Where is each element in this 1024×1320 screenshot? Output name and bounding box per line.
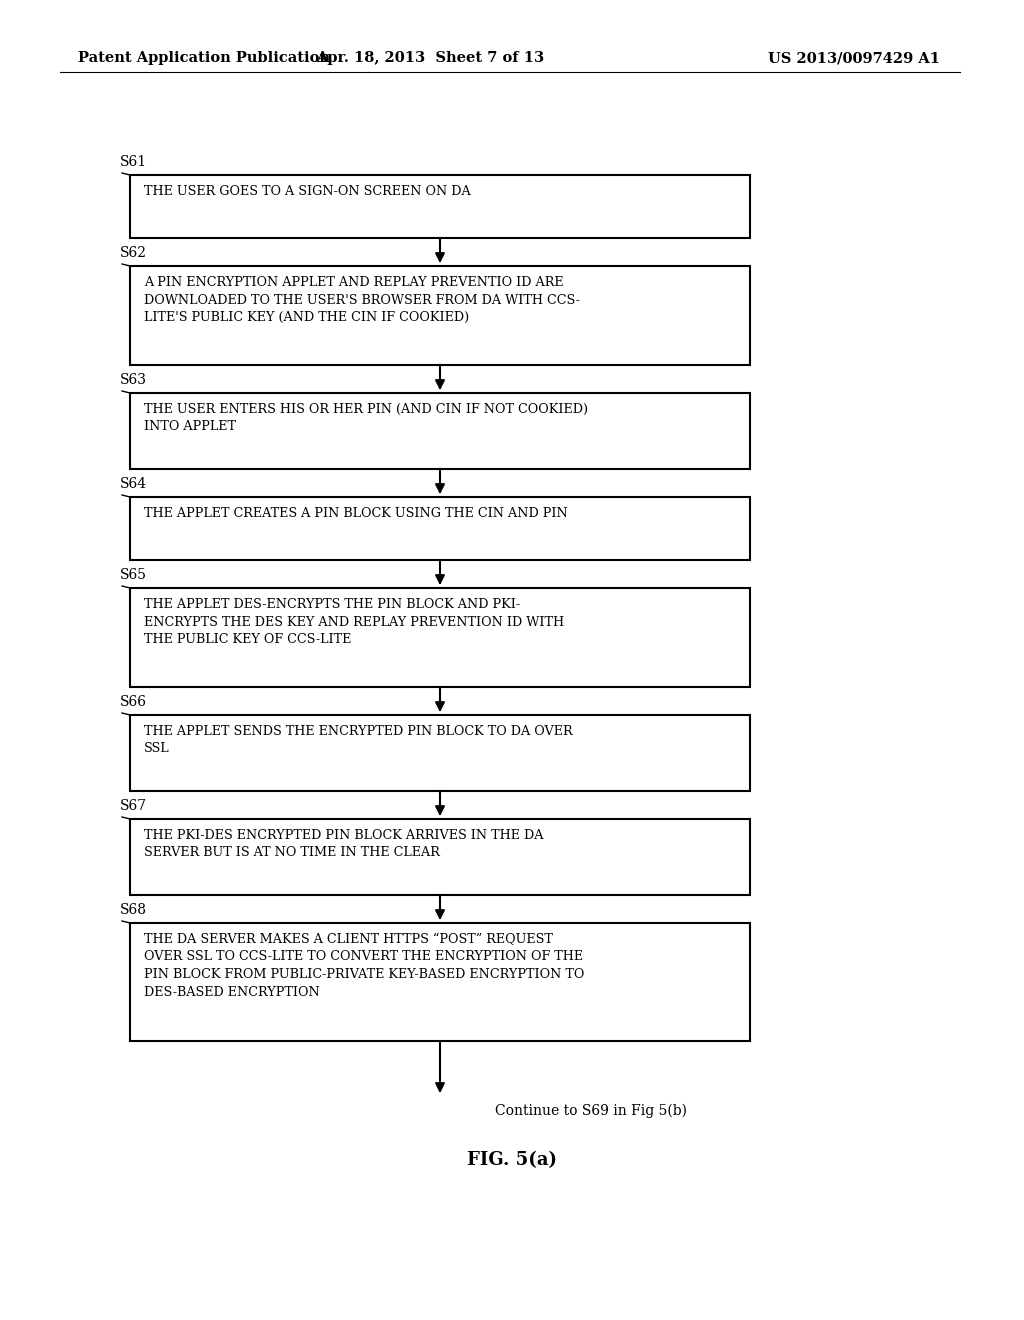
Text: THE PKI-DES ENCRYPTED PIN BLOCK ARRIVES IN THE DA
SERVER BUT IS AT NO TIME IN TH: THE PKI-DES ENCRYPTED PIN BLOCK ARRIVES … — [144, 829, 544, 859]
Text: S65: S65 — [120, 568, 147, 582]
Text: FIG. 5(a): FIG. 5(a) — [467, 1151, 557, 1170]
Bar — [130, 267, 750, 366]
Text: S63: S63 — [120, 374, 147, 387]
Text: A PIN ENCRYPTION APPLET AND REPLAY PREVENTIO ID ARE
DOWNLOADED TO THE USER'S BRO: A PIN ENCRYPTION APPLET AND REPLAY PREVE… — [144, 276, 580, 323]
Text: THE DA SERVER MAKES A CLIENT HTTPS “POST” REQUEST
OVER SSL TO CCS-LITE TO CONVER: THE DA SERVER MAKES A CLIENT HTTPS “POST… — [144, 933, 585, 998]
Bar — [130, 176, 750, 238]
Text: S67: S67 — [120, 799, 147, 813]
Text: THE APPLET DES-ENCRYPTS THE PIN BLOCK AND PKI-
ENCRYPTS THE DES KEY AND REPLAY P: THE APPLET DES-ENCRYPTS THE PIN BLOCK AN… — [144, 598, 564, 645]
Text: S66: S66 — [120, 696, 147, 709]
Text: S68: S68 — [120, 903, 147, 917]
Text: Continue to S69 in Fig 5(b): Continue to S69 in Fig 5(b) — [495, 1104, 687, 1118]
Text: S62: S62 — [120, 246, 147, 260]
Text: THE APPLET CREATES A PIN BLOCK USING THE CIN AND PIN: THE APPLET CREATES A PIN BLOCK USING THE… — [144, 507, 567, 520]
Text: THE APPLET SENDS THE ENCRYPTED PIN BLOCK TO DA OVER
SSL: THE APPLET SENDS THE ENCRYPTED PIN BLOCK… — [144, 725, 572, 755]
Text: S64: S64 — [120, 477, 147, 491]
Text: US 2013/0097429 A1: US 2013/0097429 A1 — [768, 51, 940, 65]
Text: THE USER ENTERS HIS OR HER PIN (AND CIN IF NOT COOKIED)
INTO APPLET: THE USER ENTERS HIS OR HER PIN (AND CIN … — [144, 403, 588, 433]
Bar — [130, 715, 750, 791]
Text: S61: S61 — [120, 154, 147, 169]
Bar — [130, 923, 750, 1041]
Text: Patent Application Publication: Patent Application Publication — [78, 51, 330, 65]
Bar — [130, 587, 750, 686]
Text: Apr. 18, 2013  Sheet 7 of 13: Apr. 18, 2013 Sheet 7 of 13 — [316, 51, 544, 65]
Bar — [130, 393, 750, 469]
Bar — [130, 498, 750, 560]
Bar — [130, 818, 750, 895]
Text: THE USER GOES TO A SIGN-ON SCREEN ON DA: THE USER GOES TO A SIGN-ON SCREEN ON DA — [144, 185, 471, 198]
